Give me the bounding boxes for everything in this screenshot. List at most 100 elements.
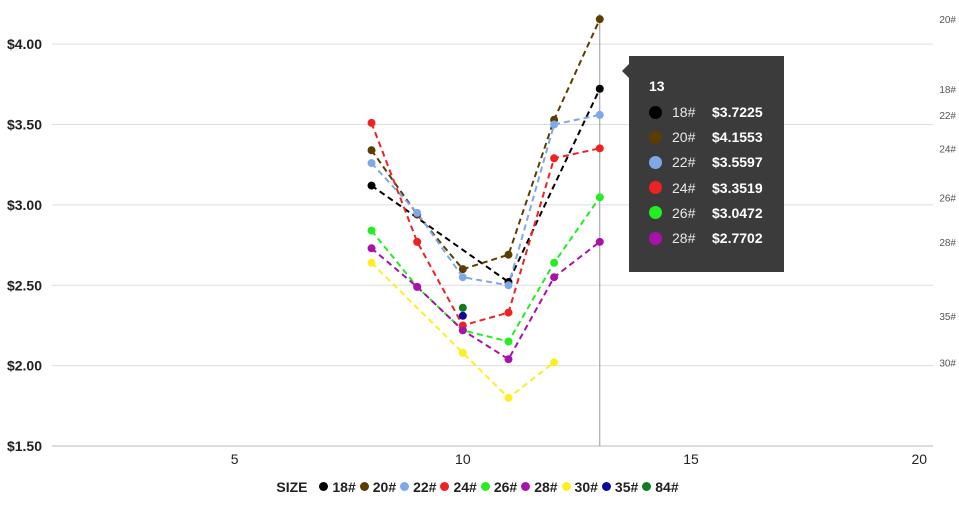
legend-item-30[interactable]: 30# (561, 479, 598, 495)
series-line-22 (370, 113, 601, 287)
tooltip-row: 22# $3.5597 (649, 152, 763, 172)
tooltip-series-name: 18# (672, 104, 696, 120)
legend-marker (440, 482, 450, 491)
tooltip-series-marker (649, 181, 662, 195)
series-line-18 (370, 88, 601, 284)
data-point-20[interactable] (458, 265, 467, 274)
legend-marker (521, 482, 531, 491)
data-point-30[interactable] (458, 348, 467, 357)
series-end-label: 28# (939, 238, 956, 249)
tooltip-series-value: $3.7225 (712, 104, 763, 120)
legend-title: SIZE (276, 479, 308, 495)
data-point-30[interactable] (550, 358, 559, 367)
tooltip-series-value: $4.1553 (712, 129, 763, 146)
data-point-28[interactable] (595, 237, 604, 246)
legend-item-20[interactable]: 20# (359, 479, 397, 495)
tooltip-row: 18# $3.7225 (649, 102, 763, 122)
y-tick-label: $4.00 (7, 36, 42, 52)
data-point-26[interactable] (595, 193, 604, 202)
legend-item-18[interactable]: 18# (319, 479, 356, 495)
data-point-22[interactable] (367, 159, 376, 168)
data-point-28[interactable] (504, 355, 513, 364)
y-tick-label: $2.50 (7, 277, 42, 293)
legend-marker (359, 482, 369, 491)
y-tick-label: $2.00 (7, 358, 42, 374)
tooltip-row: 28# $2.7702 (649, 228, 763, 248)
data-point-22[interactable] (595, 110, 604, 119)
data-point-24[interactable] (595, 144, 604, 153)
x-tick-label: 10 (455, 451, 471, 467)
legend-item-84[interactable]: 84# (642, 479, 679, 495)
data-point-22[interactable] (458, 273, 467, 282)
series-end-label: 22# (939, 111, 956, 122)
series-end-label: 18# (939, 85, 956, 96)
tooltip-pointer (622, 64, 629, 78)
series-end-label: 30# (939, 358, 956, 369)
series-line-28 (370, 241, 601, 361)
data-point-26[interactable] (504, 337, 513, 346)
tooltip-series-marker (649, 105, 662, 119)
data-point-28[interactable] (458, 326, 467, 335)
series-points[interactable] (367, 15, 604, 402)
data-point-30[interactable] (504, 393, 513, 402)
y-axis-ticks: $1.50 $2.00 $2.50 $3.00 $3.50 $4.00 (7, 36, 42, 454)
tooltip-series-name: 20# (672, 129, 696, 146)
tooltip-series-marker (649, 206, 662, 220)
data-point-28[interactable] (550, 273, 559, 282)
grid-lines (52, 43, 933, 447)
legend-item-22[interactable]: 22# (400, 479, 436, 495)
series-line-24 (370, 122, 601, 327)
tooltip-series-name: 26# (672, 204, 696, 221)
tooltip-series-name: 24# (672, 179, 696, 196)
legend-item-24[interactable]: 24# (440, 479, 477, 495)
legend-item-28[interactable]: 28# (521, 479, 558, 495)
data-point-35[interactable] (458, 311, 467, 320)
series-end-label: 20# (939, 15, 956, 26)
tooltip-row: 26# $3.0472 (649, 203, 763, 223)
data-point-24[interactable] (367, 118, 376, 127)
data-point-24[interactable] (504, 308, 513, 317)
x-axis-ticks: 5 10 15 20 (231, 451, 928, 467)
legend-label: 18# (332, 479, 356, 495)
series-end-label: 24# (939, 144, 956, 155)
data-point-26[interactable] (367, 226, 376, 235)
series-end-label: 35# (939, 312, 956, 323)
y-tick-label: $1.50 (7, 438, 42, 454)
data-point-28[interactable] (413, 282, 422, 291)
data-point-20[interactable] (367, 146, 376, 155)
y-tick-label: $3.00 (7, 197, 42, 213)
legend-label: 28# (534, 479, 558, 495)
data-point-22[interactable] (550, 120, 559, 129)
data-point-22[interactable] (504, 281, 513, 290)
data-point-30[interactable] (367, 258, 376, 267)
data-point-18[interactable] (367, 181, 376, 190)
x-tick-label: 15 (683, 451, 699, 467)
tooltip-series-name: 22# (672, 154, 696, 171)
legend-marker (642, 482, 652, 491)
legend-marker (400, 482, 410, 491)
y-tick-label: $3.50 (7, 117, 42, 133)
legend-label: 20# (372, 479, 397, 495)
legend-label: 84# (655, 479, 679, 495)
tooltip-series-value: $3.0472 (712, 204, 763, 221)
legend-item-35[interactable]: 35# (601, 479, 639, 495)
data-point-24[interactable] (413, 237, 422, 246)
series-line-26 (370, 196, 601, 343)
data-point-84[interactable] (458, 303, 467, 312)
hover-tooltip: 13 18# $3.7225 20# $4.1553 22# $3.5597 24# $3.3… (622, 56, 784, 272)
legend-label: 35# (614, 479, 639, 495)
data-point-18[interactable] (595, 84, 604, 93)
data-point-22[interactable] (413, 208, 422, 217)
data-point-28[interactable] (367, 244, 376, 253)
tooltip-title: 13 (649, 78, 665, 94)
data-point-24[interactable] (550, 154, 559, 163)
x-tick-label: 5 (231, 451, 239, 467)
data-point-20[interactable] (504, 250, 513, 259)
legend-item-26[interactable]: 26# (480, 479, 517, 495)
data-point-26[interactable] (550, 258, 559, 267)
data-point-20[interactable] (595, 15, 604, 24)
series-line-30 (370, 262, 555, 400)
legend-label: 30# (574, 479, 598, 495)
tooltip-series-value: $2.7702 (712, 230, 763, 246)
legend-marker (480, 482, 490, 491)
